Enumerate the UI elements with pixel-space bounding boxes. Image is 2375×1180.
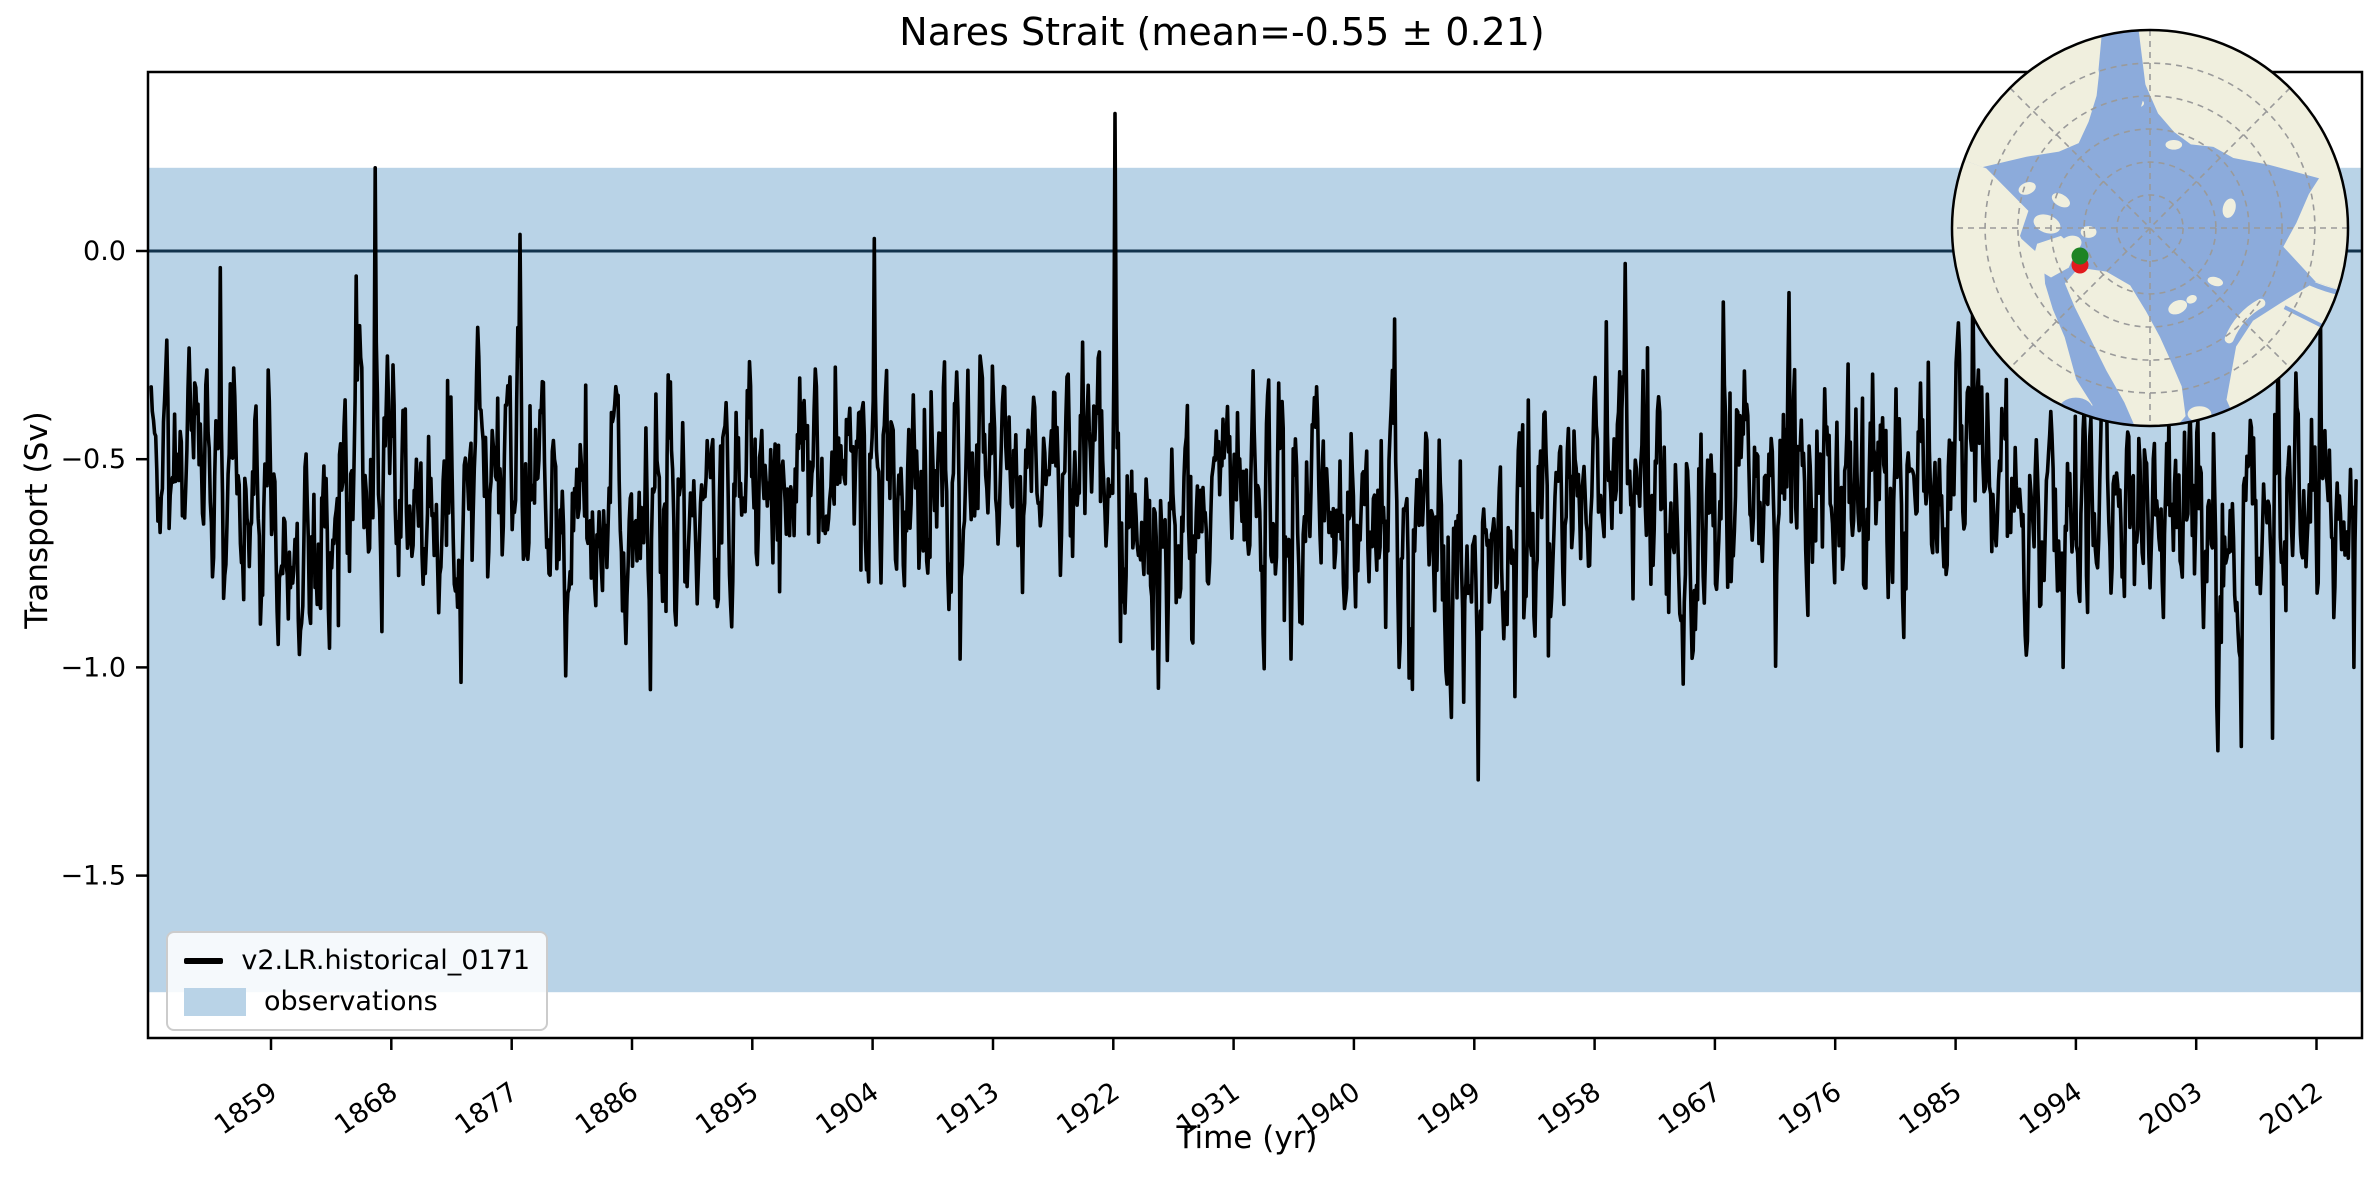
svg-text:−1.5: −1.5 [60, 861, 126, 892]
series-line-swatch [184, 957, 224, 964]
legend-label: observations [264, 986, 438, 1017]
svg-text:0.0: 0.0 [83, 236, 126, 267]
svg-text:1877: 1877 [450, 1076, 524, 1141]
legend-label: v2.LR.historical_0171 [241, 945, 530, 976]
svg-text:1859: 1859 [209, 1076, 283, 1141]
y-axis-label: Transport (Sv) [19, 411, 55, 629]
legend-entry-series: v2.LR.historical_0171 [184, 945, 530, 976]
map-border [1950, 28, 2350, 428]
svg-text:1958: 1958 [1533, 1076, 1607, 1141]
legend-entry-observations: observations [184, 986, 530, 1017]
svg-text:1994: 1994 [2014, 1076, 2088, 1141]
map-graticule [1952, 30, 2348, 426]
svg-text:1895: 1895 [690, 1076, 764, 1141]
inset-map [1950, 28, 2350, 428]
svg-text:−0.5: −0.5 [60, 444, 126, 475]
svg-text:−1.0: −1.0 [60, 652, 126, 683]
site-marker-green [2071, 247, 2089, 265]
observations-patch-swatch [184, 987, 246, 1016]
svg-text:2003: 2003 [2134, 1076, 2208, 1141]
svg-text:1904: 1904 [811, 1076, 885, 1141]
legend: v2.LR.historical_0171 observations [166, 931, 548, 1031]
y-ticks: 0.0 −0.5 −1.0 −1.5 [60, 236, 148, 892]
svg-text:2012: 2012 [2254, 1076, 2328, 1141]
svg-text:1868: 1868 [329, 1076, 403, 1141]
x-axis-label: Time (yr) [1176, 1120, 1318, 1156]
plot-border [146, 70, 2364, 1040]
svg-text:1886: 1886 [570, 1076, 644, 1141]
svg-text:1913: 1913 [931, 1076, 1005, 1141]
chart-title: Nares Strait (mean=-0.55 ± 0.21) [899, 10, 1545, 54]
svg-text:1922: 1922 [1051, 1076, 1125, 1141]
series-line [149, 111, 2358, 782]
svg-text:1976: 1976 [1773, 1076, 1847, 1141]
svg-text:1985: 1985 [1894, 1076, 1968, 1141]
svg-text:1967: 1967 [1653, 1076, 1727, 1141]
svg-text:1949: 1949 [1412, 1076, 1486, 1141]
